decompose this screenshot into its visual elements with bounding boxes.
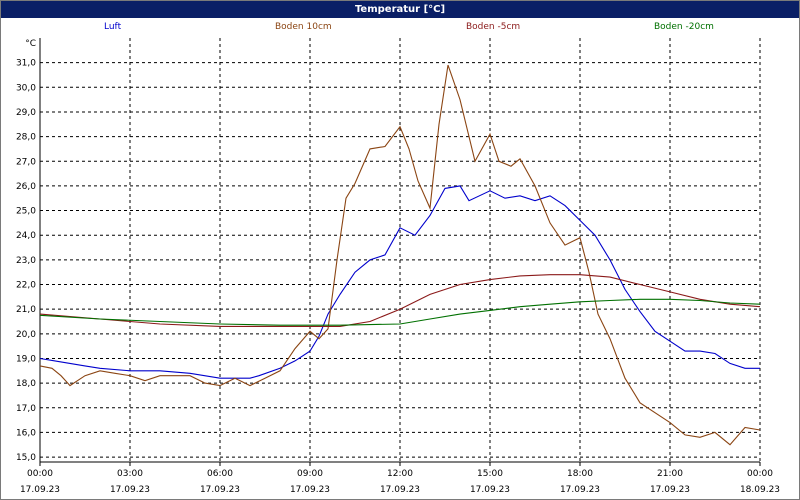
x-tick-label-time: 09:00 [297,469,323,479]
series-line-boden-10cm [39,64,761,446]
legend-item-boden-minus-5cm: Boden -5cm [466,22,521,32]
legend-item-boden-minus-20cm: Boden -20cm [654,22,714,32]
x-tick-label-date: 17.09.23 [650,485,690,495]
x-tick-label-date: 17.09.23 [380,485,420,495]
x-tick-label-time: 12:00 [387,469,413,479]
y-tick-label: 15,0 [16,453,36,463]
y-axis-unit-label: °C [25,39,36,49]
y-tick-label: 27,0 [16,157,36,167]
y-tick-label: 18,0 [16,379,36,389]
x-tick-label-time: 00:00 [747,469,773,479]
series-line-luft [39,185,760,379]
x-tick-label-date: 17.09.23 [290,485,330,495]
x-tick-label-time: 15:00 [477,469,503,479]
series-line-boden-20cm [39,298,761,326]
y-tick-label: 16,0 [16,428,36,438]
y-tick-label: 20,0 [16,330,36,340]
y-tick-label: 25,0 [16,207,36,217]
series-line-boden-5cm [39,274,761,327]
x-tick-label-date: 18.09.23 [740,485,780,495]
x-tick-label-date: 17.09.23 [200,485,240,495]
y-tick-label: 31,0 [16,59,36,69]
y-tick-label: 21,0 [16,305,36,315]
x-tick-label-time: 06:00 [207,469,233,479]
y-tick-label: 24,0 [16,231,36,241]
chart-title: Temperatur [°C] [1,1,799,18]
x-tick-label-time: 03:00 [117,469,143,479]
y-tick-label: 22,0 [16,281,36,291]
x-tick-label-time: 18:00 [567,469,593,479]
x-tick-label-time: 00:00 [27,469,53,479]
y-tick-label: 26,0 [16,182,36,192]
y-tick-label: 17,0 [16,404,36,414]
y-tick-label: 29,0 [16,108,36,118]
x-tick-label-date: 17.09.23 [20,485,60,495]
y-tick-label: 30,0 [16,83,36,93]
legend-item-boden-10cm: Boden 10cm [275,22,332,32]
y-tick-label: 28,0 [16,133,36,143]
x-tick-label-date: 17.09.23 [110,485,150,495]
y-tick-label: 23,0 [16,256,36,266]
x-tick-label-date: 17.09.23 [560,485,600,495]
x-tick-label-time: 21:00 [657,469,683,479]
legend: Luft Boden 10cm Boden -5cm Boden -20cm [0,22,800,36]
x-tick-label-date: 17.09.23 [470,485,510,495]
y-tick-label: 19,0 [16,354,36,364]
legend-item-luft: Luft [104,22,122,32]
